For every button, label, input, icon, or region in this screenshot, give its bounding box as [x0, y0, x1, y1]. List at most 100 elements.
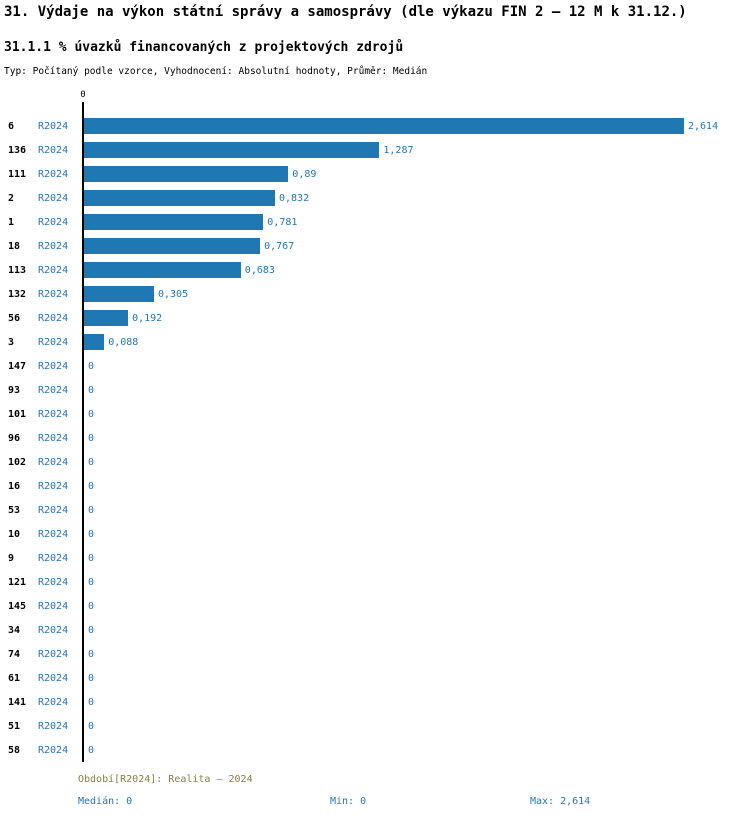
bar[interactable] [84, 286, 154, 302]
bar-area: 0,088 [82, 330, 750, 354]
bar[interactable] [84, 142, 380, 158]
bar-area: 0 [82, 546, 750, 570]
chart-row: 9 R2024 0 [0, 546, 750, 570]
bar[interactable] [84, 238, 261, 254]
value-label: 0 [88, 552, 95, 564]
category-label: 96 [8, 432, 21, 444]
value-label: 0,192 [132, 312, 163, 324]
bar-area: 0,767 [82, 234, 750, 258]
series-label[interactable]: R2024 [38, 120, 69, 132]
bar[interactable] [84, 214, 264, 230]
min-label: Min: 0 [330, 796, 367, 807]
series-label[interactable]: R2024 [38, 360, 69, 372]
series-label[interactable]: R2024 [38, 408, 69, 420]
bar-area: 0,832 [82, 186, 750, 210]
category-label: 18 [8, 240, 21, 252]
series-label[interactable]: R2024 [38, 240, 69, 252]
chart-rows: 6 R2024 2,614 136 R2024 1,287 111 R2024 … [0, 114, 750, 762]
chart-row: 111 R2024 0,89 [0, 162, 750, 186]
max-label: Max: 2,614 [530, 796, 591, 807]
chart-row: 6 R2024 2,614 [0, 114, 750, 138]
series-label[interactable]: R2024 [38, 288, 69, 300]
chart-row: 141 R2024 0 [0, 690, 750, 714]
series-label[interactable]: R2024 [38, 144, 69, 156]
value-label: 0,89 [292, 168, 317, 180]
series-label[interactable]: R2024 [38, 744, 69, 756]
value-label: 0 [88, 600, 95, 612]
bar[interactable] [84, 262, 241, 278]
category-label: 61 [8, 672, 21, 684]
chart-row: 96 R2024 0 [0, 426, 750, 450]
series-label[interactable]: R2024 [38, 312, 69, 324]
series-label[interactable]: R2024 [38, 216, 69, 228]
bar-area: 0 [82, 402, 750, 426]
chart-row: 58 R2024 0 [0, 738, 750, 762]
series-label[interactable]: R2024 [38, 456, 69, 468]
series-label[interactable]: R2024 [38, 384, 69, 396]
series-label[interactable]: R2024 [38, 576, 69, 588]
chart-row: 2 R2024 0,832 [0, 186, 750, 210]
axis-line [82, 102, 84, 114]
value-label: 0 [88, 648, 95, 660]
category-label: 102 [8, 456, 27, 468]
bar[interactable] [84, 118, 684, 134]
value-label: 0 [88, 432, 95, 444]
bar-area: 2,614 [82, 114, 750, 138]
axis-zero-label: 0 [80, 90, 86, 100]
category-label: 74 [8, 648, 21, 660]
bar[interactable] [84, 334, 105, 350]
chart-row: 56 R2024 0,192 [0, 306, 750, 330]
bar-area: 0,192 [82, 306, 750, 330]
series-label[interactable]: R2024 [38, 432, 69, 444]
category-label: 141 [8, 696, 27, 708]
category-label: 101 [8, 408, 27, 420]
chart-row: 16 R2024 0 [0, 474, 750, 498]
series-label[interactable]: R2024 [38, 648, 69, 660]
bar-area: 0 [82, 642, 750, 666]
category-label: 147 [8, 360, 27, 372]
category-label: 9 [8, 552, 15, 564]
bar-area: 0 [82, 690, 750, 714]
series-label[interactable]: R2024 [38, 336, 69, 348]
category-label: 51 [8, 720, 21, 732]
category-label: 121 [8, 576, 27, 588]
bar[interactable] [84, 166, 289, 182]
report-title: 31. Výdaje na výkon státní správy a samo… [4, 4, 687, 20]
series-label[interactable]: R2024 [38, 696, 69, 708]
value-label: 0 [88, 480, 95, 492]
category-label: 2 [8, 192, 15, 204]
series-label[interactable]: R2024 [38, 504, 69, 516]
value-label: 0 [88, 576, 95, 588]
value-label: 0 [88, 504, 95, 516]
chart-row: 102 R2024 0 [0, 450, 750, 474]
series-label[interactable]: R2024 [38, 720, 69, 732]
bar-area: 0 [82, 666, 750, 690]
chart-row: 93 R2024 0 [0, 378, 750, 402]
value-label: 0,683 [244, 264, 275, 276]
chart-row: 101 R2024 0 [0, 402, 750, 426]
bar-area: 0,781 [82, 210, 750, 234]
chart-row: 53 R2024 0 [0, 498, 750, 522]
value-label: 0 [88, 624, 95, 636]
series-label[interactable]: R2024 [38, 480, 69, 492]
series-label[interactable]: R2024 [38, 528, 69, 540]
chart-row: 34 R2024 0 [0, 618, 750, 642]
series-label[interactable]: R2024 [38, 600, 69, 612]
category-label: 111 [8, 168, 27, 180]
bar[interactable] [84, 190, 275, 206]
series-label[interactable]: R2024 [38, 192, 69, 204]
series-label[interactable]: R2024 [38, 552, 69, 564]
chart-row: 147 R2024 0 [0, 354, 750, 378]
chart-row: 18 R2024 0,767 [0, 234, 750, 258]
series-label[interactable]: R2024 [38, 672, 69, 684]
bar-area: 0 [82, 426, 750, 450]
series-label[interactable]: R2024 [38, 168, 69, 180]
chart-row: 145 R2024 0 [0, 594, 750, 618]
series-label[interactable]: R2024 [38, 624, 69, 636]
bar[interactable] [84, 310, 129, 326]
chart-row: 113 R2024 0,683 [0, 258, 750, 282]
chart-row: 136 R2024 1,287 [0, 138, 750, 162]
category-label: 3 [8, 336, 15, 348]
period-label: Období[R2024]: Realita – 2024 [78, 774, 253, 785]
series-label[interactable]: R2024 [38, 264, 69, 276]
